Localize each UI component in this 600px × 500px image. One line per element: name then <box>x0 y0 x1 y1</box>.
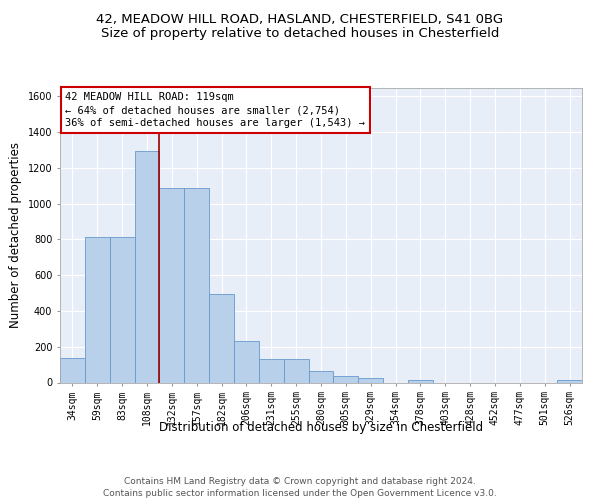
Bar <box>358 378 383 382</box>
Bar <box>408 380 433 382</box>
Bar <box>259 360 284 382</box>
Bar <box>209 294 234 382</box>
Bar <box>60 358 85 382</box>
Bar <box>234 342 259 382</box>
Y-axis label: Number of detached properties: Number of detached properties <box>9 142 22 328</box>
Text: Size of property relative to detached houses in Chesterfield: Size of property relative to detached ho… <box>101 28 499 40</box>
Text: Contains HM Land Registry data © Crown copyright and database right 2024.
Contai: Contains HM Land Registry data © Crown c… <box>103 476 497 498</box>
Bar <box>284 360 308 382</box>
Bar <box>334 376 358 382</box>
Bar <box>160 188 184 382</box>
Bar <box>134 151 160 382</box>
Bar <box>557 380 582 382</box>
Text: 42, MEADOW HILL ROAD, HASLAND, CHESTERFIELD, S41 0BG: 42, MEADOW HILL ROAD, HASLAND, CHESTERFI… <box>97 12 503 26</box>
Bar <box>85 237 110 382</box>
Bar <box>110 237 134 382</box>
Bar <box>184 188 209 382</box>
Text: Distribution of detached houses by size in Chesterfield: Distribution of detached houses by size … <box>159 421 483 434</box>
Text: 42 MEADOW HILL ROAD: 119sqm
← 64% of detached houses are smaller (2,754)
36% of : 42 MEADOW HILL ROAD: 119sqm ← 64% of det… <box>65 92 365 128</box>
Bar <box>308 371 334 382</box>
